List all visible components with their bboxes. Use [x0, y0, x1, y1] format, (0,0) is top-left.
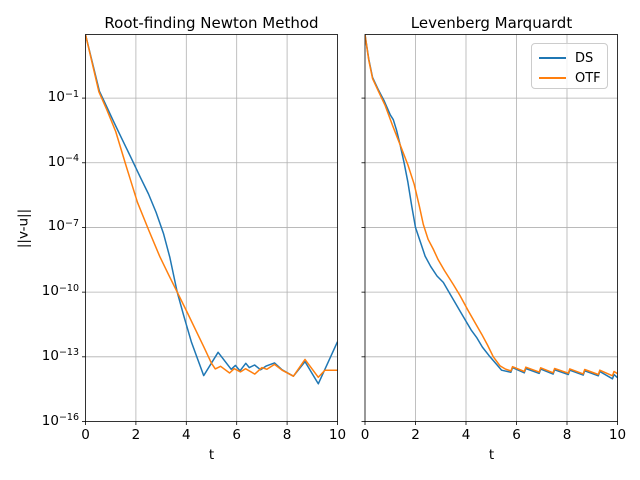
legend-item-otf: OTF: [539, 68, 601, 88]
series-line-otf: [85, 34, 338, 379]
legend-label-otf: OTF: [575, 70, 601, 86]
x-tick-label: 8: [282, 427, 292, 443]
x-tick-label: 8: [562, 427, 572, 443]
x-tick-label: 10: [608, 427, 627, 443]
x-tick-label: 6: [232, 427, 241, 443]
legend-item-ds: DS: [539, 48, 600, 68]
right-plot-title: Levenberg Marquardt: [410, 14, 573, 32]
x-tick-label: 0: [360, 427, 370, 443]
x-tick-label: 4: [461, 427, 471, 443]
y-tick-label: 10−7: [47, 217, 79, 235]
y-tick-label: 10−10: [41, 282, 79, 300]
y-tick-label: 10−16: [41, 412, 79, 429]
left-xaxis-label: t: [208, 447, 215, 463]
y-tick-label: 10−13: [41, 347, 79, 364]
right-xaxis-label: t: [488, 447, 495, 463]
x-tick-label: 2: [411, 427, 420, 443]
x-tick-label: 10: [328, 427, 347, 443]
series-line-otf: [365, 34, 618, 377]
axes-spines: [364, 34, 618, 422]
y-tick-label: 10−1: [47, 88, 79, 106]
x-tick-label: 2: [131, 427, 141, 443]
legend-line-ds-icon: [539, 57, 566, 59]
x-tick-label: 6: [512, 427, 521, 443]
series-line-ds: [85, 34, 338, 385]
legend-line-otf-icon: [539, 77, 566, 79]
legend: DS OTF: [531, 43, 608, 89]
legend-label-ds: DS: [575, 50, 594, 66]
x-tick-label: 0: [81, 427, 90, 443]
left-plot-title: Root-finding Newton Method: [104, 14, 319, 32]
axes-spines: [85, 34, 338, 422]
left-plot: [82, 34, 338, 425]
right-plot: [361, 34, 618, 425]
y-tick-label: 10−4: [47, 153, 79, 170]
x-tick-label: 4: [182, 427, 191, 443]
